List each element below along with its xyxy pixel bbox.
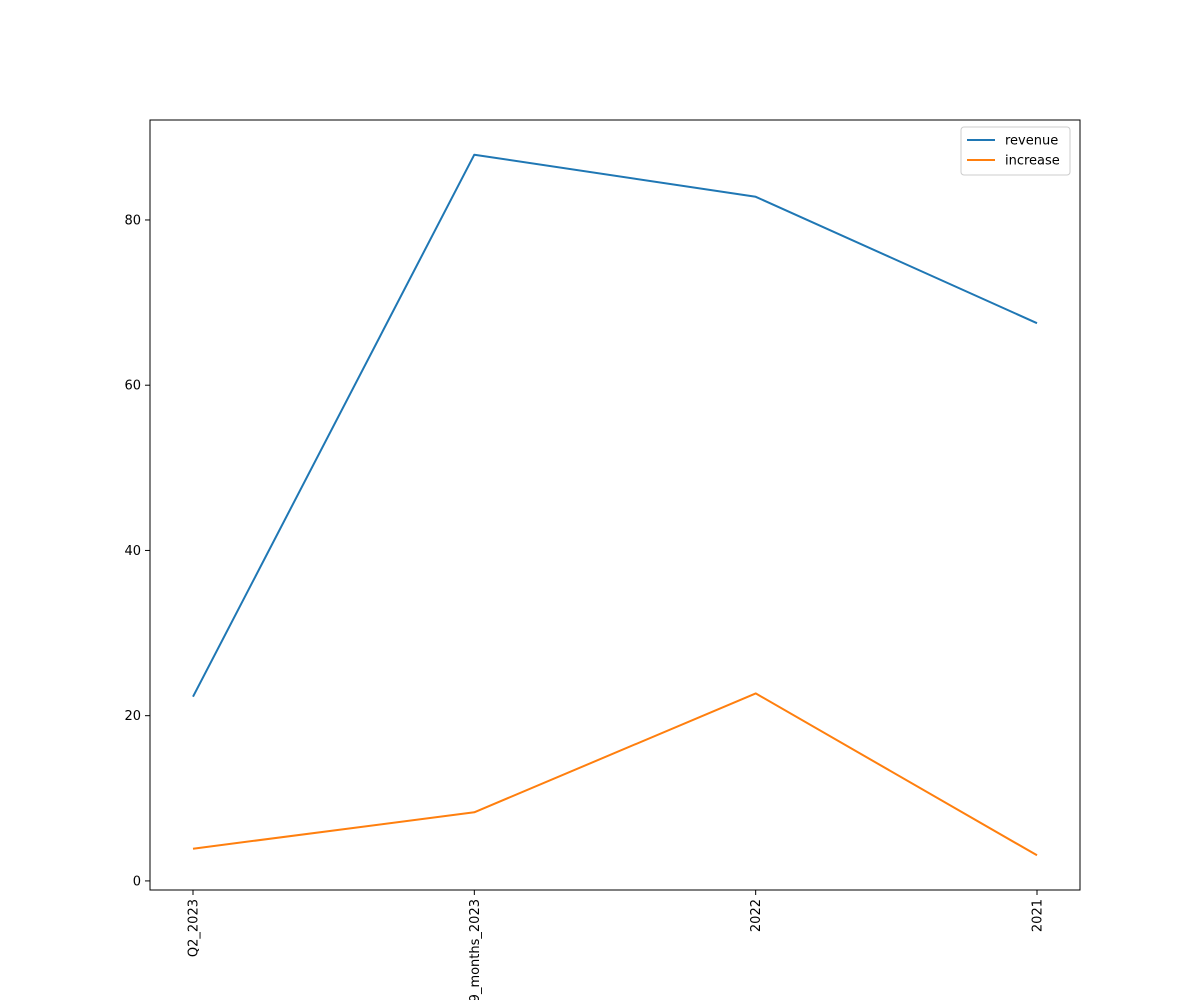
series-line-revenue [192,153,1038,698]
legend-label: increase [1005,154,1060,169]
y-tick-label: 20 [124,709,141,724]
x-tick-label: 9_months_2023 [468,899,483,1000]
y-tick-label: 40 [124,544,141,559]
y-tick-label: 0 [133,874,141,889]
legend: revenue increase [960,126,1071,176]
legend-label: revenue [1005,134,1058,149]
y-tick-label: 80 [124,213,141,228]
x-axis: Q2_2023 9_months_2023 2022 2021 [187,890,1046,1000]
y-tick-label: 60 [124,379,141,394]
x-tick-label: Q2_2023 [187,899,202,957]
x-tick-label: 2022 [749,899,764,932]
series-line-increase [192,692,1038,857]
plot-frame [149,119,1081,891]
x-tick-label: 2021 [1031,899,1046,932]
series-layer [192,153,1038,857]
y-axis: 0 20 40 60 80 [124,213,150,889]
